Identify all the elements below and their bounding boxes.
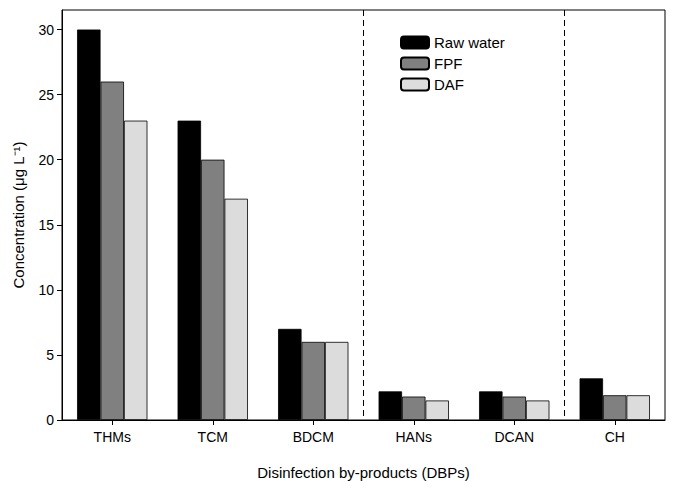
svg-text:0: 0 <box>46 412 54 428</box>
svg-text:20: 20 <box>38 152 54 168</box>
svg-text:30: 30 <box>38 22 54 38</box>
svg-text:DAF: DAF <box>434 76 464 93</box>
svg-text:DCAN: DCAN <box>494 429 534 445</box>
svg-text:5: 5 <box>46 347 54 363</box>
svg-text:CH: CH <box>605 429 625 445</box>
svg-text:15: 15 <box>38 217 54 233</box>
svg-text:HANs: HANs <box>395 429 432 445</box>
svg-text:Disinfection by-products (DBPs: Disinfection by-products (DBPs) <box>257 464 470 481</box>
svg-text:THMs: THMs <box>94 429 131 445</box>
svg-text:25: 25 <box>38 87 54 103</box>
svg-text:10: 10 <box>38 282 54 298</box>
svg-text:BDCM: BDCM <box>293 429 334 445</box>
svg-text:Raw water: Raw water <box>434 34 505 51</box>
svg-text:FPF: FPF <box>434 55 462 72</box>
svg-text:TCM: TCM <box>198 429 228 445</box>
svg-text:Concentration (μg L⁻¹): Concentration (μg L⁻¹) <box>10 141 27 288</box>
